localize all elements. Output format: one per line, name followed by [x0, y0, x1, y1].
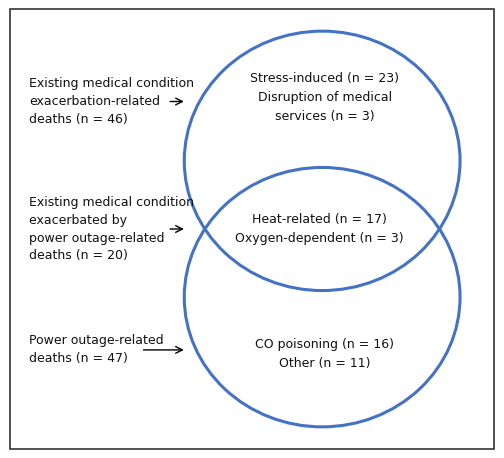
Text: Existing medical condition
exacerbated by
power outage-related
deaths (n = 20): Existing medical condition exacerbated b… [29, 196, 195, 262]
Text: Stress-induced (n = 23)
Disruption of medical
services (n = 3): Stress-induced (n = 23) Disruption of me… [250, 71, 399, 123]
Text: CO poisoning (n = 16)
Other (n = 11): CO poisoning (n = 16) Other (n = 11) [255, 338, 394, 371]
Text: Power outage-related
deaths (n = 47): Power outage-related deaths (n = 47) [29, 334, 164, 365]
Text: Heat-related (n = 17)
Oxygen-dependent (n = 3): Heat-related (n = 17) Oxygen-dependent (… [235, 213, 404, 245]
Text: Existing medical condition
exacerbation-related
deaths (n = 46): Existing medical condition exacerbation-… [29, 77, 195, 126]
